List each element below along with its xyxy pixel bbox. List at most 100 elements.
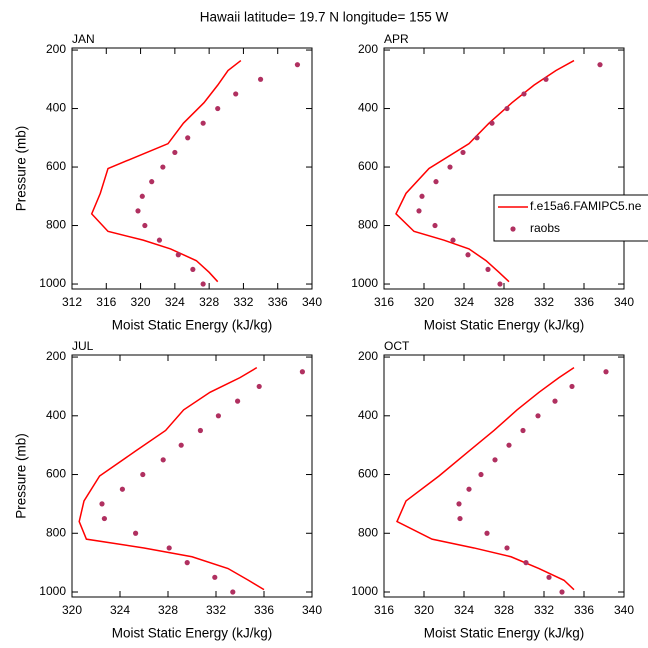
x-tick-label: 312 <box>62 295 82 309</box>
y-tick-label: 400 <box>358 408 378 422</box>
y-axis-label: Pressure (mb) <box>14 126 29 212</box>
panel-title: APR <box>384 32 409 46</box>
data-point <box>178 442 184 448</box>
x-tick-label: 328 <box>494 295 514 309</box>
plot-frame <box>71 354 313 598</box>
x-tick-label: 332 <box>233 295 253 309</box>
legend-label: raobs <box>530 221 560 235</box>
data-point <box>175 252 181 258</box>
data-point <box>212 574 218 580</box>
data-point <box>119 486 125 492</box>
x-tick-label: 336 <box>254 603 274 617</box>
x-axis-label: Moist Static Energy (kJ/kg) <box>424 318 585 333</box>
x-tick-label: 332 <box>534 295 554 309</box>
data-point <box>521 91 527 97</box>
data-point <box>200 281 206 287</box>
data-point <box>492 457 498 463</box>
x-tick-label: 336 <box>574 295 594 309</box>
data-point <box>559 589 565 595</box>
data-point <box>101 515 107 522</box>
data-point <box>478 471 484 478</box>
y-tick-label: 1000 <box>39 584 66 598</box>
y-tick-label: 800 <box>358 525 378 539</box>
data-point <box>419 193 425 199</box>
data-point <box>156 237 163 243</box>
data-point <box>142 222 148 229</box>
data-point <box>597 62 603 68</box>
data-point <box>166 545 172 551</box>
data-point <box>139 193 145 199</box>
page-title: Hawaii latitude= 19.7 N longitude= 155 W <box>200 10 449 25</box>
y-tick-label: 600 <box>46 467 66 481</box>
legend-marker <box>510 226 516 232</box>
x-tick-label: 336 <box>268 295 288 309</box>
y-tick-label: 200 <box>358 42 378 56</box>
data-point <box>215 413 221 419</box>
x-axis-label: Moist Static Energy (kJ/kg) <box>112 626 273 641</box>
x-axis-label: Moist Static Energy (kJ/kg) <box>424 626 585 641</box>
data-point <box>200 120 206 126</box>
y-tick-label: 1000 <box>39 276 66 290</box>
x-tick-label: 332 <box>206 603 226 617</box>
legend-box <box>493 194 648 242</box>
data-point <box>160 457 166 463</box>
y-tick-label: 400 <box>46 408 66 422</box>
data-point <box>257 76 264 82</box>
data-point <box>504 105 510 112</box>
plot-frame <box>383 47 625 290</box>
x-tick-label: 328 <box>494 603 514 617</box>
panel-title: OCT <box>384 339 410 353</box>
x-tick-label: 320 <box>131 295 151 309</box>
y-tick-label: 600 <box>46 159 66 173</box>
x-tick-label: 320 <box>414 603 434 617</box>
data-point <box>235 398 241 404</box>
data-point <box>294 62 301 68</box>
data-point <box>140 471 146 478</box>
y-tick-label: 1000 <box>351 584 378 598</box>
data-line <box>396 367 575 591</box>
x-tick-label: 328 <box>199 295 219 309</box>
data-point <box>603 369 609 375</box>
data-point <box>447 164 453 170</box>
data-point <box>160 164 166 170</box>
data-point <box>450 237 456 243</box>
data-point <box>460 149 466 156</box>
panel-title: JAN <box>72 32 95 46</box>
x-tick-label: 340 <box>614 295 634 309</box>
data-point <box>535 413 541 419</box>
y-tick-label: 600 <box>358 159 378 173</box>
data-point <box>197 427 203 434</box>
data-point <box>133 530 139 536</box>
data-point <box>506 442 512 448</box>
x-tick-label: 328 <box>158 603 178 617</box>
data-point <box>484 530 490 536</box>
data-point <box>432 222 438 229</box>
data-point <box>546 574 552 580</box>
y-tick-label: 1000 <box>351 276 378 290</box>
y-tick-label: 800 <box>46 218 66 232</box>
data-line <box>395 59 575 283</box>
data-point <box>184 560 190 566</box>
data-point <box>299 369 305 375</box>
data-point <box>230 589 236 595</box>
plot-frame <box>383 354 625 598</box>
x-tick-label: 336 <box>574 603 594 617</box>
data-point <box>520 427 526 434</box>
x-tick-label: 316 <box>374 295 394 309</box>
x-tick-label: 316 <box>96 295 116 309</box>
data-point <box>569 383 575 390</box>
x-tick-label: 324 <box>110 603 130 617</box>
data-point <box>552 398 558 404</box>
data-point <box>456 501 462 507</box>
x-tick-label: 324 <box>165 295 185 309</box>
data-point <box>256 383 262 390</box>
plot-frame <box>71 47 313 290</box>
data-point <box>99 501 105 507</box>
y-tick-label: 800 <box>46 525 66 539</box>
x-tick-label: 324 <box>454 603 474 617</box>
x-tick-label: 340 <box>302 295 322 309</box>
data-point <box>433 179 439 185</box>
data-point <box>185 135 191 141</box>
x-axis-label: Moist Static Energy (kJ/kg) <box>112 318 273 333</box>
